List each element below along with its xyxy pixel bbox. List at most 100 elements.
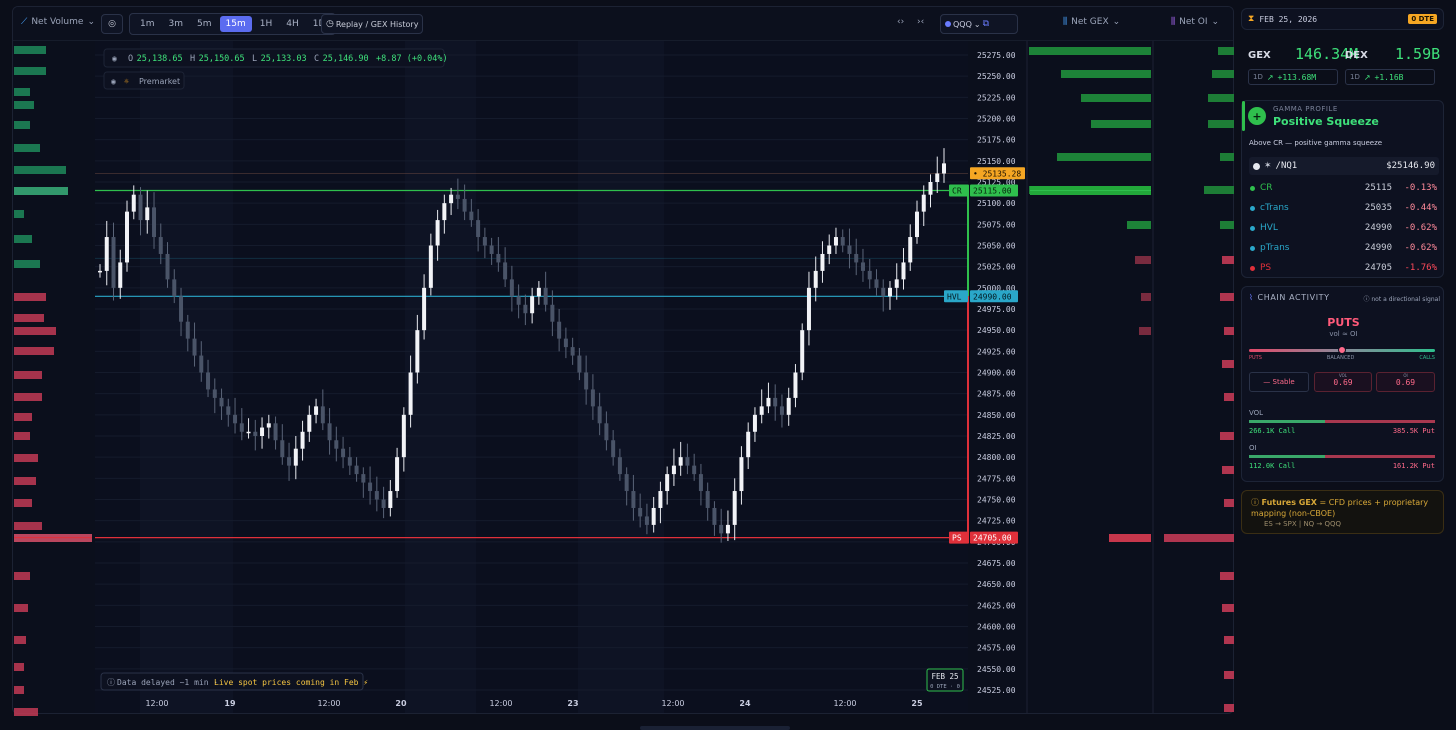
level-row[interactable]: pTrans 24990 -0.62% [1242,238,1445,258]
candle-body [212,389,217,398]
level-row[interactable]: PS 24705 -1.76% [1242,258,1445,278]
palette-button[interactable]: ◎ [101,14,123,34]
candle-body [921,194,926,212]
price-axis-label: 24725.00 [977,517,1016,526]
chevron-down-icon: ⌄ [1112,17,1121,27]
price-axis-label: 24900.00 [977,369,1016,378]
gamma-desc: Above CR — positive gamma squeeze [1249,139,1383,147]
net-oi-selector[interactable]: ⫼ Net OI ⌄ [1171,17,1219,27]
candle-body [563,338,568,348]
stable-box: — Stable [1249,372,1309,392]
candle-body [685,457,690,466]
chain-state: PUTS [1327,316,1360,329]
replay-button[interactable]: ◷ Replay / GEX History [321,14,424,34]
net-volume-bar [14,477,36,485]
symbol-selector[interactable]: QQQ ⌄ ⧉ [940,14,1018,34]
candle-body [482,237,487,246]
level-row[interactable]: CR 25115 -0.13% [1242,178,1445,198]
collapse-icon[interactable]: ›‹ [917,17,925,27]
candle-body [570,347,575,356]
candle-body [536,287,541,297]
price-axis-label: 25275.00 [977,51,1016,60]
level-row[interactable]: HVL 24990 -0.62% [1242,218,1445,238]
session-band [405,41,476,713]
chevron-down-icon: ⌄ [1211,17,1220,27]
net-volume-bar [14,432,30,440]
gauge-marker [1338,346,1346,354]
dex-change-chip: 1D ↗ +1.16B [1345,69,1435,85]
candle-body [914,211,919,238]
chart-toolbar: ⟋ Net Volume ⌄ ◎ 1m 3m 5m 15m 1H 4H 1D ◷… [13,7,1233,41]
net-volume-selector[interactable]: ⟋ Net Volume ⌄ [21,17,95,27]
copy-icon[interactable]: ⧉ [982,19,990,29]
candle-body [516,296,521,305]
tf-1m[interactable]: 1m [140,19,155,29]
oi-call-fill [1249,455,1326,458]
candle-body [422,287,427,331]
oi-bar [1224,671,1234,679]
price-axis-label: 24575.00 [977,644,1016,653]
price-axis-label: 25175.00 [977,136,1016,145]
candle-body [658,491,663,508]
oi-bar [1224,636,1234,644]
candle-body [469,211,474,221]
oi-bar [1204,186,1234,194]
tf-5m[interactable]: 5m [197,19,212,29]
current-price-tag: • 25135.28 [973,169,1021,178]
candle-body [118,262,123,288]
trend-icon: ⟋ [21,17,28,27]
vol-box-label: VOL [1338,373,1348,378]
price-axis-label: 25100.00 [977,199,1016,208]
net-gex-selector[interactable]: ⫼ Net GEX ⌄ [1063,17,1120,27]
candle-body [523,304,528,314]
gex-change: +113.68M [1277,72,1317,82]
palette-icon: ◎ [108,19,116,29]
gauge-right: CALLS [1419,355,1435,361]
gex-bar [1139,327,1151,335]
net-volume-bar [14,371,42,379]
candle-body [908,237,913,263]
code-icon[interactable]: ‹› [897,17,905,27]
eye-icon: ◉ [111,77,116,86]
candle-body [935,173,940,182]
info-icon: ⓘ [107,678,115,687]
tf-4h[interactable]: 4H [286,19,299,29]
oi-bar [1222,466,1234,474]
level-value: 25035 [1364,203,1392,213]
tf-1h[interactable]: 1H [259,19,273,29]
candle-body [111,237,116,288]
futures-note: ⓘ Futures GEX = CFD prices + proprietary… [1241,490,1444,534]
candle-body [327,423,332,441]
candle-body [172,279,177,297]
date-badge-sub: 0 DTE · 0 [930,684,960,690]
candle-body [408,372,413,415]
gex-period: 1D [1253,73,1263,81]
oi-bar [1222,604,1234,612]
level-name: cTrans [1260,203,1289,213]
candle-body [550,304,555,322]
level-value: 24705 [1364,263,1392,273]
price-chart[interactable]: 25275.00 25250.00 25225.00 25200.00 25175.00… [0,0,1236,730]
oi-bar [1220,221,1234,229]
gauge-left: PUTS [1249,355,1262,361]
net-volume-bar [14,454,38,462]
level-value: 25115 [1364,183,1392,193]
candle-body [894,279,899,288]
level-row[interactable]: cTrans 25035 -0.44% [1242,198,1445,218]
tf-3m[interactable]: 3m [168,19,184,29]
candle-body [624,474,629,492]
oi-bar [1218,47,1234,55]
session-band [140,41,233,713]
candle-body [901,262,906,280]
candle-body [530,296,535,314]
level-pct: -0.62% [1404,243,1437,253]
panel-date: FEB 25, 2026 [1259,14,1318,24]
level-name: PS [1260,263,1272,273]
level-value: 24990 [1364,223,1392,233]
instrument-row[interactable]: ✶ /NQ1 $25146.90 [1249,157,1439,175]
tf-1d[interactable]: 1D [312,19,326,29]
tf-15m[interactable]: 15m [219,16,252,32]
symbol-label: QQQ [953,19,972,29]
gauge-labels: PUTS BALANCED CALLS [1249,355,1435,361]
gauge-mid: BALANCED [1326,355,1355,361]
